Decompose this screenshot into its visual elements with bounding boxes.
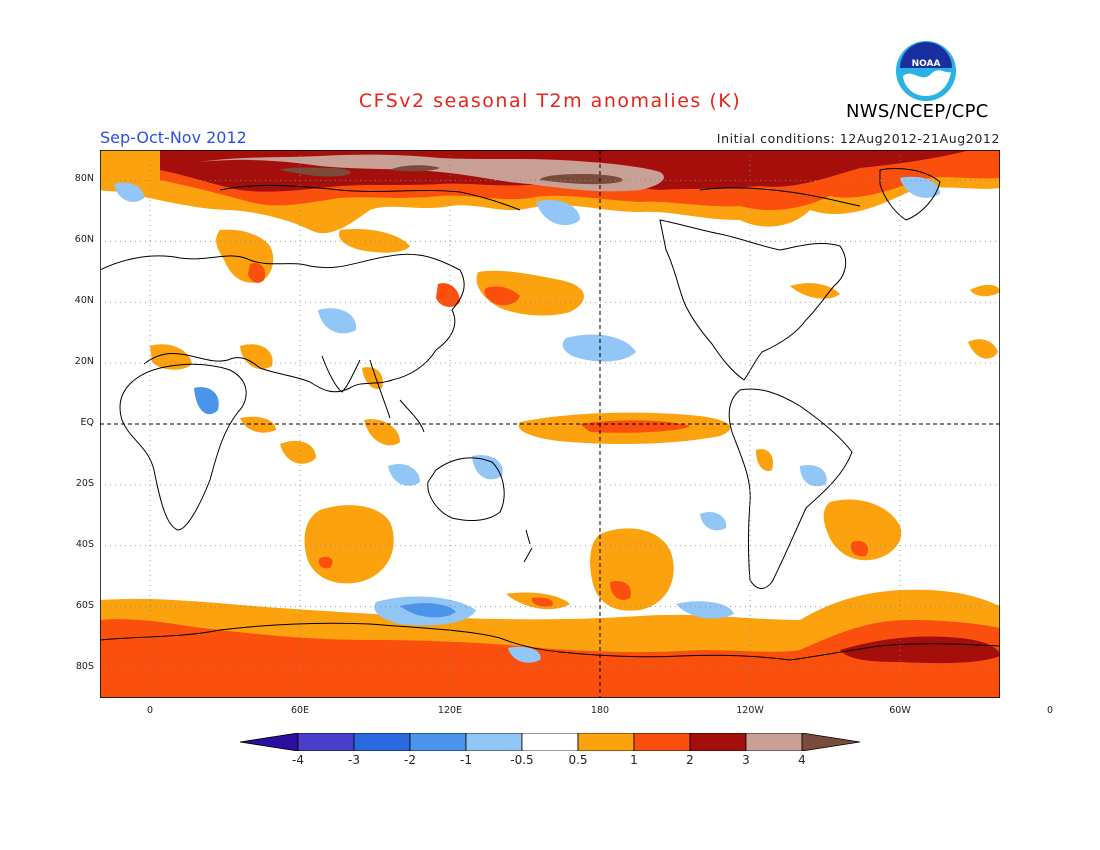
colorbar-segment bbox=[577, 733, 635, 751]
amundsen-sea-cool bbox=[676, 601, 734, 619]
india-coastline bbox=[321, 355, 361, 393]
coastlines bbox=[100, 168, 1000, 661]
anomaly-shading bbox=[100, 150, 1000, 698]
lon-label: 0 bbox=[1046, 705, 1054, 716]
arctic-warm-3 bbox=[200, 154, 664, 192]
colorbar-label: -4 bbox=[292, 753, 304, 767]
colorbar-segment bbox=[409, 733, 467, 751]
north-atlantic-warm bbox=[970, 284, 1000, 297]
colorbar-segment bbox=[297, 733, 355, 751]
australia-coastline bbox=[427, 457, 505, 521]
central-asia-cool bbox=[318, 308, 357, 334]
lon-label: 60W bbox=[889, 705, 911, 716]
lat-label: 60N bbox=[74, 234, 94, 246]
noaa-logo: NOAA bbox=[896, 41, 956, 101]
season-label: Sep-Oct-Nov 2012 bbox=[100, 128, 247, 147]
arctic-warm-4b bbox=[540, 174, 623, 185]
new-zealand-coastline bbox=[523, 529, 533, 563]
colorbar-label: 4 bbox=[798, 753, 806, 767]
lon-label: 60E bbox=[290, 705, 310, 716]
lon-label: 120W bbox=[736, 705, 764, 716]
colorbar-segment bbox=[353, 733, 411, 751]
ross-sea-cool bbox=[508, 646, 541, 663]
lon-label: 180 bbox=[590, 705, 610, 716]
eurasia-coastline bbox=[100, 253, 465, 393]
indonesia-cool bbox=[388, 463, 420, 486]
north-america-coastline bbox=[659, 219, 847, 381]
southeast-asia-coastline bbox=[369, 359, 425, 433]
arctic-america-coastline bbox=[699, 187, 861, 207]
antarctica-coastline bbox=[100, 622, 1000, 661]
anomaly-map bbox=[100, 150, 1000, 698]
south-atlantic-warm-1 bbox=[850, 540, 869, 557]
arctic-warm-4a bbox=[280, 167, 351, 177]
colorbar-max-arrow bbox=[801, 733, 860, 751]
colorbar-segment bbox=[521, 733, 579, 751]
lat-label: EQ bbox=[80, 417, 94, 428]
logo-bird-wave bbox=[903, 70, 951, 96]
colorbar-min-arrow bbox=[240, 733, 299, 751]
colorbar-segment bbox=[745, 733, 803, 751]
lat-label: 40S bbox=[75, 538, 94, 550]
greenland-cool bbox=[114, 182, 144, 202]
arabia-warm bbox=[240, 344, 273, 370]
atlantic-tropical-warm bbox=[968, 339, 998, 359]
colorbar-label: -2 bbox=[404, 753, 416, 767]
antarctic-warm-2 bbox=[840, 636, 1000, 664]
south-pacific-warm-3 bbox=[531, 597, 553, 607]
maritime-continent-warm bbox=[364, 419, 400, 446]
east-siberia-cool bbox=[536, 200, 580, 226]
chart-title: CFSv2 seasonal T2m anomalies (K) bbox=[358, 90, 742, 112]
logo-text: NOAA bbox=[912, 59, 941, 69]
colorbar-label: 3 bbox=[742, 753, 750, 767]
japan-warm bbox=[436, 283, 460, 307]
black-sea-warm bbox=[248, 262, 266, 283]
south-america-coastline bbox=[728, 388, 853, 589]
subtropical-pacific-cool bbox=[562, 334, 636, 362]
africa-coastline bbox=[119, 363, 247, 531]
south-indian-ocean-warm-1 bbox=[318, 556, 333, 569]
lon-label: 120E bbox=[437, 705, 463, 716]
east-africa-cool bbox=[194, 387, 219, 415]
south-pacific-warm bbox=[590, 528, 674, 611]
south-america-warm bbox=[756, 449, 774, 472]
arctic-eurasia-coastline bbox=[219, 184, 521, 211]
colorbar-label: -0.5 bbox=[510, 753, 534, 767]
amazon-cool bbox=[800, 464, 827, 487]
north-australia-cool bbox=[472, 455, 503, 480]
southern-ocean-cool-1 bbox=[400, 603, 456, 618]
lat-label: 80N bbox=[74, 173, 94, 185]
indian-ocean-warm bbox=[240, 416, 276, 433]
initial-conditions-label: Initial conditions: 12Aug2012-21Aug2012 bbox=[716, 131, 1000, 146]
lat-label: 60S bbox=[75, 599, 94, 611]
lon-label: 0 bbox=[146, 705, 154, 716]
enso-warm-1 bbox=[580, 420, 690, 433]
colorbar-label: -3 bbox=[348, 753, 360, 767]
indian-ocean-warm-2 bbox=[280, 440, 316, 464]
colorbar-label: -1 bbox=[460, 753, 472, 767]
colorbar-label: 1 bbox=[630, 753, 638, 767]
south-pacific-warm-1 bbox=[610, 580, 631, 601]
southeast-pacific-cool bbox=[700, 511, 727, 531]
lat-label: 80S bbox=[75, 660, 94, 672]
logo-upper-half bbox=[900, 42, 952, 68]
colorbar-label: 2 bbox=[686, 753, 694, 767]
antarctic-warm-1 bbox=[100, 619, 1000, 698]
greenland-coastline bbox=[879, 168, 941, 221]
canada-cool bbox=[900, 176, 940, 198]
colorbar-segment bbox=[633, 733, 691, 751]
lat-lon-grid bbox=[100, 150, 1000, 698]
lat-label: 20S bbox=[75, 477, 94, 489]
south-atlantic-warm bbox=[823, 499, 902, 561]
lat-label: 40N bbox=[74, 295, 94, 307]
colorbar-segment bbox=[689, 733, 747, 751]
colorbar-segment bbox=[465, 733, 523, 751]
lat-label: 20N bbox=[74, 356, 94, 368]
siberia-warm bbox=[339, 228, 410, 253]
colorbar-label: 0.5 bbox=[568, 753, 588, 767]
north-pacific-warm-1 bbox=[484, 286, 520, 306]
colorbar bbox=[240, 733, 860, 751]
arctic-warm-4c bbox=[390, 165, 440, 172]
agency-label: NWS/NCEP/CPC bbox=[846, 101, 989, 122]
